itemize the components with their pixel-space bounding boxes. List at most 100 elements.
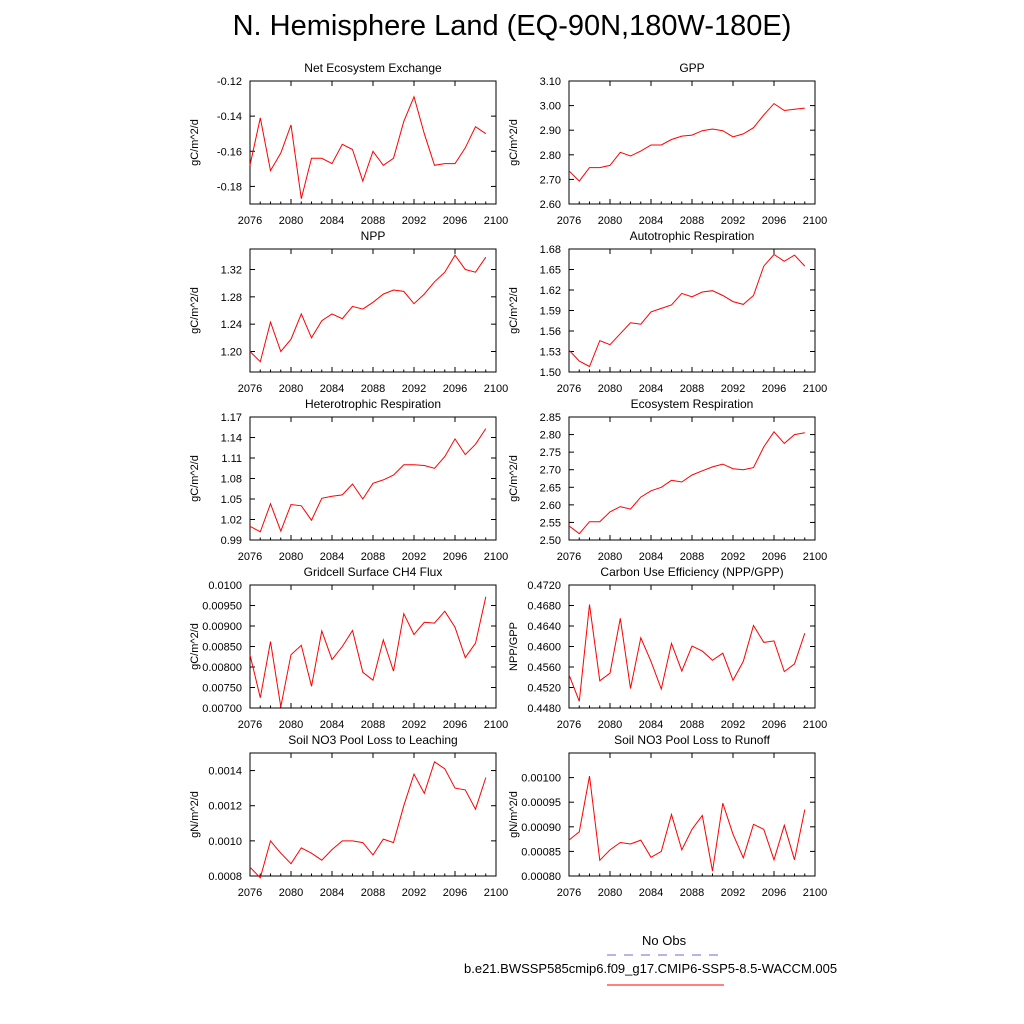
page-title: N. Hemisphere Land (EQ-90N,180W-180E) xyxy=(232,10,792,42)
x-tick-label: 2080 xyxy=(598,551,622,563)
x-tick-label: 2092 xyxy=(402,719,426,731)
x-tick-label: 2080 xyxy=(279,887,303,899)
y-tick-label: 0.00950 xyxy=(202,601,242,613)
plot-frame xyxy=(249,248,497,373)
y-axis-label: gC/m^2/d xyxy=(508,287,520,334)
chart-panel: Carbon Use Efficiency (NPP/GPP) 2076 2080 2… xyxy=(508,565,827,731)
x-tick-label: 2088 xyxy=(680,719,704,731)
y-tick-label: 0.4640 xyxy=(527,621,561,633)
y-tick-label: 1.32 xyxy=(221,265,242,277)
y-tick-label: 0.00750 xyxy=(202,683,242,695)
y-tick-label: 0.0010 xyxy=(208,836,242,848)
x-tick-label: 2080 xyxy=(598,887,622,899)
x-tick-label: 2092 xyxy=(721,551,745,563)
y-tick-label: 2.55 xyxy=(540,517,561,529)
y-tick-label: 2.70 xyxy=(540,174,561,186)
x-tick-label: 2076 xyxy=(557,215,581,227)
x-tick-label: 2096 xyxy=(762,383,786,395)
x-tick-label: 2076 xyxy=(238,383,262,395)
series-line xyxy=(249,428,487,533)
x-tick-label: 2080 xyxy=(279,551,303,563)
x-tick-label: 2084 xyxy=(320,887,344,899)
plot-frame xyxy=(249,584,497,709)
y-tick-label: 2.50 xyxy=(540,535,561,547)
y-axis-label: NPP/GPP xyxy=(508,622,520,671)
y-axis-label: gC/m^2/d xyxy=(189,119,201,166)
x-tick-label: 2092 xyxy=(402,383,426,395)
y-tick-label: 0.00080 xyxy=(521,871,561,883)
x-tick-label: 2096 xyxy=(762,887,786,899)
x-tick-label: 2096 xyxy=(443,887,467,899)
chart-panel: Autotrophic Respiration 2076 2080 2084 2088 2… xyxy=(508,229,827,395)
series-line xyxy=(249,95,487,199)
chart-title: Carbon Use Efficiency (NPP/GPP) xyxy=(600,565,783,579)
plot-frame xyxy=(568,80,816,205)
x-tick-label: 2096 xyxy=(443,215,467,227)
y-tick-label: 0.00095 xyxy=(521,797,561,809)
y-tick-label: 2.75 xyxy=(540,447,561,459)
chart-title: Autotrophic Respiration xyxy=(630,229,755,243)
chart-title: Soil NO3 Pool Loss to Runoff xyxy=(614,733,771,747)
chart-title: Soil NO3 Pool Loss to Leaching xyxy=(288,733,457,747)
x-tick-label: 2080 xyxy=(598,383,622,395)
x-tick-label: 2088 xyxy=(361,719,385,731)
y-tick-label: 1.62 xyxy=(540,285,561,297)
series-line xyxy=(568,604,806,702)
y-tick-label: 1.17 xyxy=(221,412,242,424)
series-line xyxy=(568,102,805,182)
y-tick-label: 0.4560 xyxy=(527,662,561,674)
x-tick-label: 2088 xyxy=(361,215,385,227)
x-tick-label: 2080 xyxy=(598,719,622,731)
x-tick-label: 2096 xyxy=(762,719,786,731)
y-tick-label: 0.4480 xyxy=(527,703,561,715)
y-tick-label: 2.90 xyxy=(540,125,561,137)
chart-title: Heterotrophic Respiration xyxy=(305,397,441,411)
plot-frame xyxy=(568,752,816,877)
y-tick-label: 2.80 xyxy=(540,430,561,442)
x-tick-label: 2088 xyxy=(680,215,704,227)
chart-title: GPP xyxy=(679,61,704,75)
chart-title: NPP xyxy=(361,229,386,243)
chart-panel: GPP 2076 2080 2084 2088 2092 2096 2100 3.10 3.00 2… xyxy=(508,61,827,227)
series-line xyxy=(568,253,806,368)
y-tick-label: -0.12 xyxy=(217,76,242,88)
x-tick-label: 2100 xyxy=(803,887,827,899)
y-tick-label: 1.50 xyxy=(540,367,561,379)
plot-frame xyxy=(249,416,497,541)
x-tick-label: 2084 xyxy=(639,383,663,395)
y-tick-label: 0.00100 xyxy=(521,773,561,785)
series-line xyxy=(249,761,487,879)
x-tick-label: 2092 xyxy=(721,887,745,899)
y-tick-label: -0.14 xyxy=(217,111,242,123)
x-tick-label: 2084 xyxy=(639,887,663,899)
y-axis-label: gC/m^2/d xyxy=(508,119,520,166)
y-tick-label: 0.00800 xyxy=(202,662,242,674)
x-tick-label: 2100 xyxy=(803,719,827,731)
y-tick-label: 1.20 xyxy=(221,347,242,359)
x-tick-label: 2092 xyxy=(721,215,745,227)
chart-panel: Gridcell Surface CH4 Flux 2076 2080 2084 208… xyxy=(189,565,508,731)
y-tick-label: 1.28 xyxy=(221,292,242,304)
y-tick-label: 0.99 xyxy=(221,535,242,547)
y-tick-label: 0.4680 xyxy=(527,601,561,613)
y-tick-label: 0.4520 xyxy=(527,683,561,695)
x-tick-label: 2092 xyxy=(402,215,426,227)
y-tick-label: 1.11 xyxy=(221,453,242,465)
x-tick-label: 2096 xyxy=(762,551,786,563)
x-tick-label: 2084 xyxy=(320,551,344,563)
y-tick-label: 1.14 xyxy=(221,433,242,445)
y-tick-label: 0.4600 xyxy=(527,642,561,654)
y-tick-label: 2.85 xyxy=(540,412,561,424)
series-line xyxy=(568,430,805,535)
x-tick-label: 2084 xyxy=(639,719,663,731)
series-line xyxy=(568,776,806,872)
chart-panel: Net Ecosystem Exchange 2076 2080 2084 2088 20… xyxy=(189,61,508,227)
y-tick-label: 2.60 xyxy=(540,199,561,211)
y-tick-label: 2.80 xyxy=(540,150,561,162)
y-tick-label: 1.56 xyxy=(540,326,561,338)
y-tick-label: 0.00850 xyxy=(202,642,242,654)
x-tick-label: 2076 xyxy=(557,383,581,395)
series-line xyxy=(249,254,487,363)
y-tick-label: 0.4720 xyxy=(527,580,561,592)
